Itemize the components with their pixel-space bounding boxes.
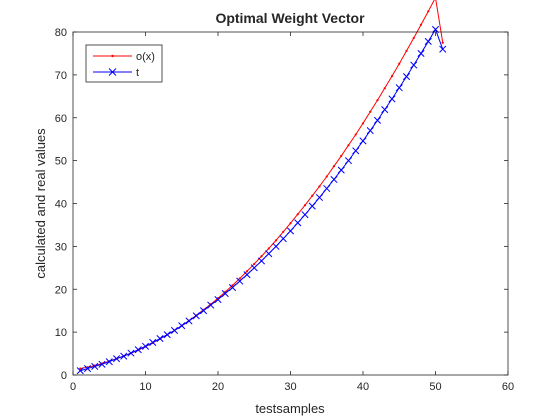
data-point-o-x <box>369 111 371 113</box>
x-tick-label: 10 <box>139 381 151 393</box>
y-tick-label: 40 <box>55 199 67 211</box>
data-point-o-x <box>442 42 444 44</box>
data-point-o-x <box>297 213 299 215</box>
data-point-o-x <box>326 175 328 177</box>
chart-title: Optimal Weight Vector <box>215 10 365 26</box>
data-point-o-x <box>333 165 335 167</box>
data-point-o-x <box>260 255 262 257</box>
legend-marker-ox <box>111 55 113 57</box>
y-tick-label: 70 <box>55 70 67 82</box>
data-point-o-x <box>253 263 255 265</box>
data-point-o-x <box>398 63 400 65</box>
data-point-o-x <box>384 87 386 89</box>
legend-label-t: t <box>136 67 139 79</box>
data-point-o-x <box>340 155 342 157</box>
x-tick-label: 0 <box>70 381 76 393</box>
data-point-o-x <box>268 247 270 249</box>
legend: o(x) t <box>86 45 162 82</box>
y-tick-label: 20 <box>55 284 67 296</box>
data-point-o-x <box>405 50 407 52</box>
legend-label-ox: o(x) <box>136 51 155 63</box>
data-point-o-x <box>289 222 291 224</box>
data-point-o-x <box>355 133 357 135</box>
data-point-o-x <box>420 24 422 26</box>
data-point-o-x <box>413 37 415 39</box>
x-tick-label: 60 <box>502 381 514 393</box>
data-point-o-x <box>376 99 378 101</box>
data-point-o-x <box>311 195 313 197</box>
y-tick-label: 60 <box>55 113 67 125</box>
y-tick-label: 10 <box>55 327 67 339</box>
data-point-o-x <box>427 10 429 12</box>
data-point-o-x <box>282 231 284 233</box>
y-tick-label: 50 <box>55 156 67 168</box>
y-tick-label: 80 <box>55 27 67 39</box>
data-point-o-x <box>318 185 320 187</box>
data-point-o-x <box>362 122 364 124</box>
x-tick-label: 40 <box>357 381 369 393</box>
y-tick-label: 0 <box>61 370 67 382</box>
data-point-o-x <box>304 204 306 206</box>
y-tick-label: 30 <box>55 241 67 253</box>
data-point-o-x <box>246 270 248 272</box>
y-axis-label: calculated and real values <box>33 128 48 279</box>
x-tick-label: 30 <box>284 381 296 393</box>
x-axis-label: testsamples <box>255 401 325 416</box>
data-point-o-x <box>347 144 349 146</box>
x-tick-label: 50 <box>429 381 441 393</box>
data-point-o-x <box>239 277 241 279</box>
data-point-o-x <box>391 75 393 77</box>
data-point-o-x <box>275 239 277 241</box>
plot-area <box>73 32 508 375</box>
x-tick-label: 20 <box>212 381 224 393</box>
